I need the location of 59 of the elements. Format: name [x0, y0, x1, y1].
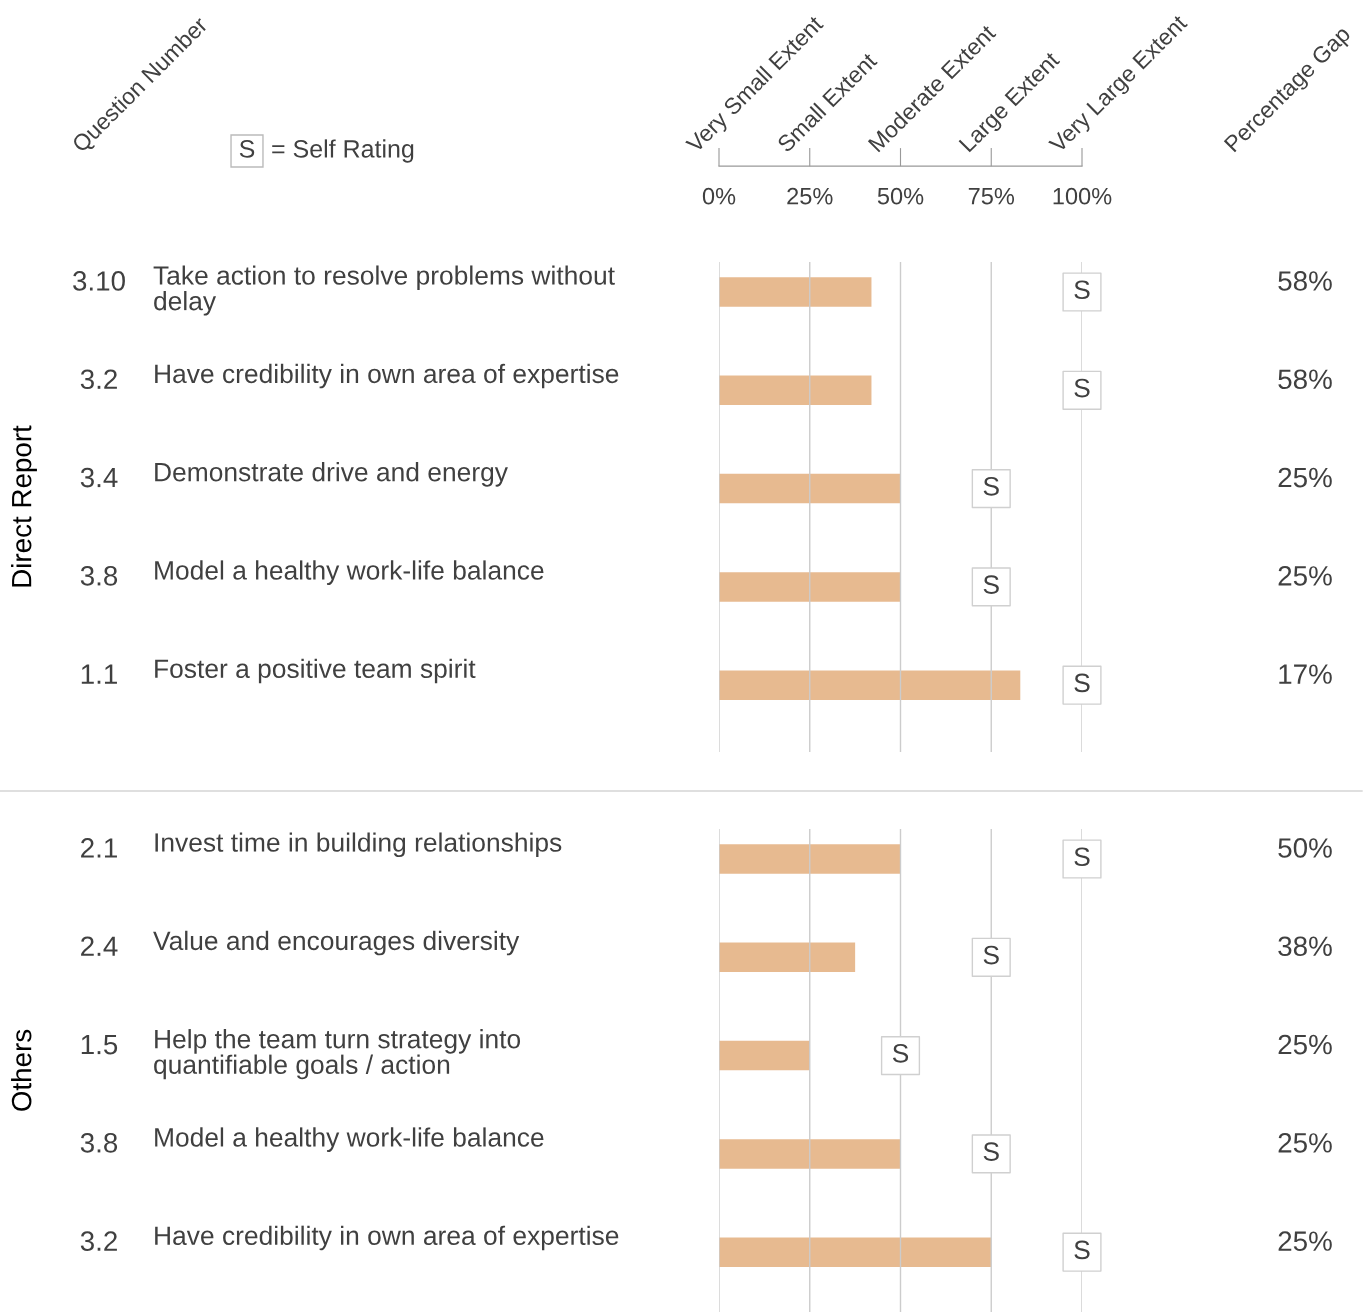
x-tick-label: 0%: [702, 187, 736, 205]
x-tick-label: 100%: [1053, 187, 1112, 205]
y-axis-title: Direct Report: [11, 425, 37, 587]
bar: [719, 277, 872, 307]
data-label: S: [983, 945, 999, 965]
text: 3.10: [73, 271, 125, 291]
bar: [719, 1040, 810, 1071]
text: 3.4: [80, 467, 118, 488]
text: 25%: [1278, 1034, 1332, 1055]
y-tick-label: Have credibility in own area of expertise: [155, 1225, 619, 1251]
text: 25%: [1278, 1133, 1332, 1153]
text: 2.1: [81, 838, 117, 858]
y-tick-label: Model a healthy work-life balance: [155, 1127, 544, 1152]
text: 50%: [1278, 838, 1332, 858]
bar: [719, 670, 1021, 700]
data-label: S: [983, 575, 999, 594]
text: 25%: [1278, 467, 1332, 488]
x-tick-label: 50%: [877, 187, 924, 205]
bar: [719, 942, 856, 973]
text: 38%: [1278, 936, 1332, 957]
data-label: S: [1074, 1240, 1090, 1260]
bar: [719, 1237, 992, 1267]
text: 3.8: [80, 566, 118, 586]
y-tick-label: Demonstrate drive and energy: [155, 462, 508, 487]
data-label: S: [983, 477, 999, 496]
y-tick-label: Invest time in building relationships: [155, 832, 562, 858]
text: 3.2: [80, 1231, 117, 1251]
text: = Self Rating: [272, 139, 414, 163]
x-tick-label: 75%: [968, 187, 1015, 205]
bar: [719, 473, 901, 504]
bar: [719, 572, 901, 602]
text: 1.1: [81, 664, 117, 684]
data-label: S: [1074, 847, 1090, 867]
text: 25%: [1278, 566, 1332, 586]
text: 1.5: [81, 1034, 118, 1055]
bar: [719, 844, 901, 874]
bar: [719, 375, 872, 406]
bar: [719, 1139, 901, 1169]
y-tick-label: Model a healthy work-life balance: [155, 560, 544, 585]
y-tick-label: Help the team turn strategy into quantifiable goals / action: [154, 1029, 521, 1080]
data-label: S: [983, 1142, 999, 1161]
text: 3.2: [80, 369, 117, 390]
y-tick-label: Value and encourages diversity: [153, 930, 520, 956]
text: 2.4: [81, 936, 118, 956]
x-tick-label: 25%: [787, 187, 833, 205]
data-label: S: [1074, 378, 1090, 398]
data-label: S: [1074, 280, 1090, 300]
data-label: S: [892, 1044, 909, 1063]
text: 58%: [1278, 369, 1332, 390]
text: 25%: [1278, 1231, 1332, 1251]
text: 3.8: [80, 1133, 118, 1153]
y-tick-label: Have credibility in own area of expertise: [155, 363, 619, 389]
text: 17%: [1279, 664, 1332, 684]
y-tick-label: Take action to resolve problems without delay: [153, 265, 615, 316]
data-label: S: [1074, 673, 1090, 693]
y-tick-label: Foster a positive team spirit: [155, 658, 476, 684]
text: 58%: [1278, 271, 1332, 291]
y-axis-title: Others: [11, 1029, 32, 1111]
text: S: [239, 140, 255, 158]
